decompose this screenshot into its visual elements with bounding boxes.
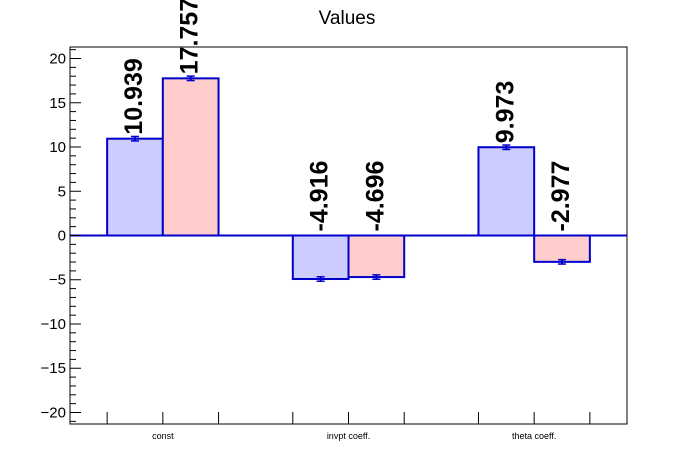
ytick-label-8: 20 (49, 51, 66, 68)
ytick-label-2: −10 (41, 316, 66, 333)
xtick-label-1: invpt coeff. (327, 431, 370, 441)
ytick-label-1: −15 (41, 360, 66, 377)
ytick-label-6: 10 (49, 139, 66, 156)
value-label-1-0: 17.757 (176, 0, 204, 74)
bar-1-0 (161, 77, 220, 237)
bar-0-0 (106, 137, 164, 237)
bar-0-1 (291, 234, 350, 281)
value-label-0-2: 9.973 (491, 81, 519, 144)
xtick-label-2: theta coeff. (512, 431, 556, 441)
chart-title: Values (319, 8, 376, 29)
value-label-1-2: -2.977 (547, 161, 575, 232)
ytick-label-0: −20 (41, 404, 66, 421)
axes-group: −20 −15 −10 −5 0 5 10 15 20 const invpt coeff. thet… (41, 49, 627, 441)
value-labels-group: 10.939 -4.916 9.973 17.757 -4.696 -2.977 (120, 0, 575, 232)
value-label-1-1: -4.696 (361, 161, 389, 232)
bar-0-2 (477, 146, 536, 237)
xtick-label-0: const (152, 431, 174, 441)
value-label-0-1: -4.916 (306, 161, 334, 232)
bar-1-2 (533, 234, 591, 263)
ytick-label-4: 0 (58, 228, 66, 245)
ytick-label-3: −5 (49, 272, 66, 289)
value-label-0-0: 10.939 (120, 58, 148, 134)
ytick-label-7: 15 (49, 95, 66, 112)
ytick-label-5: 5 (58, 183, 66, 200)
bar-1-1 (347, 234, 406, 279)
